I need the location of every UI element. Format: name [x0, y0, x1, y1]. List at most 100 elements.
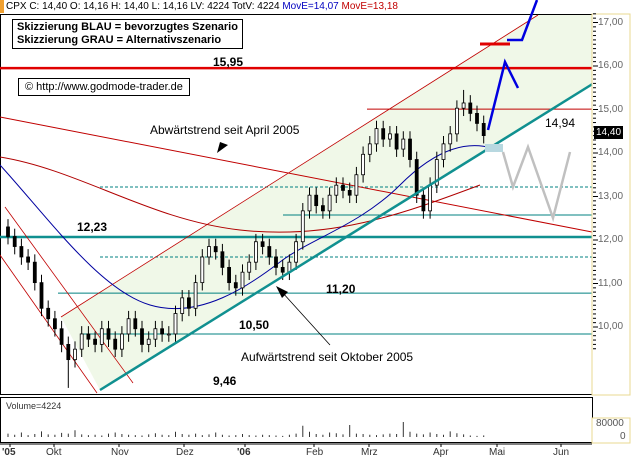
- volume-tick-max: 80000: [596, 418, 624, 429]
- candle-body: [26, 256, 31, 263]
- blue-scenario-path-upper: [507, 0, 539, 42]
- level-label-12-23: 12,23: [77, 220, 108, 234]
- candle: [79, 326, 84, 358]
- candle-body: [59, 328, 64, 345]
- header-marker: [0, 0, 4, 13]
- uptrend-annotation: Aufwärtstrend seit Oktober 2005: [241, 350, 414, 364]
- candle: [441, 136, 446, 168]
- candle: [233, 274, 238, 296]
- x-tick-label: Mrz: [361, 447, 378, 458]
- candle: [361, 146, 366, 183]
- candle: [374, 120, 379, 152]
- candle-body: [46, 307, 51, 320]
- candle: [227, 259, 232, 291]
- candle: [274, 249, 278, 276]
- candle-body: [6, 226, 10, 237]
- candle-body: [200, 256, 205, 284]
- candle-body: [327, 194, 332, 212]
- candle-body: [153, 328, 158, 340]
- candle: [401, 131, 406, 157]
- candle: [381, 120, 386, 147]
- candle-body: [220, 251, 225, 268]
- x-tick-label: Dez: [176, 447, 194, 458]
- candle-body: [146, 338, 151, 345]
- candle-body: [300, 210, 305, 243]
- x-tick-label: Feb: [306, 447, 324, 458]
- up-channel-upper: [60, 14, 539, 318]
- uptrend-pointer-line: [281, 291, 331, 346]
- candle: [193, 274, 198, 317]
- candle: [86, 326, 91, 348]
- level-label-9-46: 9,46: [213, 374, 237, 388]
- candle-body: [448, 133, 453, 145]
- candle: [126, 310, 131, 342]
- candle-body: [233, 282, 238, 289]
- last-price-marker: 14,40: [594, 126, 624, 139]
- candle-body: [274, 256, 278, 268]
- ma-slow-value: MovE=13,18: [341, 1, 398, 12]
- candle-body: [428, 184, 433, 212]
- blue-scenario-path: [486, 58, 520, 131]
- x-tick-label: Jun: [553, 447, 570, 458]
- candle: [481, 115, 486, 144]
- candle: [448, 126, 453, 152]
- x-tick-label: Apr: [433, 447, 449, 458]
- moving-average-fast: [0, 145, 493, 310]
- candle-body: [79, 333, 84, 350]
- candle: [213, 238, 218, 260]
- candle: [394, 126, 399, 157]
- candle: [220, 243, 225, 276]
- candle: [247, 254, 252, 281]
- candle-body: [166, 333, 171, 336]
- candle-body: [341, 184, 345, 191]
- candle-body: [421, 194, 426, 212]
- alternative-scenario-marker: [485, 144, 503, 152]
- ma-fast-value: MovE=14,07: [282, 1, 339, 12]
- candle: [53, 310, 57, 337]
- legend-blue: Skizzierung BLAU = bevorzugtes Szenario: [17, 21, 238, 33]
- candle-body: [180, 297, 185, 314]
- candle: [314, 187, 319, 214]
- candle-body: [367, 143, 372, 155]
- candle-body: [207, 246, 211, 258]
- candle-body: [12, 236, 17, 247]
- candle-body: [247, 261, 252, 273]
- candle: [387, 126, 392, 147]
- candle: [173, 305, 178, 342]
- candle: [475, 105, 479, 132]
- candle: [240, 264, 245, 296]
- candle: [180, 290, 185, 322]
- candle: [461, 89, 466, 117]
- candle-body: [32, 261, 37, 284]
- candle-body: [354, 174, 359, 196]
- candlesticks: [6, 89, 486, 388]
- candle-body: [213, 246, 218, 253]
- candle-body: [481, 123, 486, 136]
- candle-body: [126, 318, 131, 335]
- candle: [253, 233, 258, 271]
- candle-body: [86, 333, 91, 340]
- candle: [39, 274, 44, 317]
- candle: [186, 290, 191, 317]
- candle: [334, 177, 339, 204]
- candle-body: [267, 246, 272, 258]
- candle: [327, 187, 332, 219]
- candle-body: [260, 241, 265, 247]
- candle: [347, 182, 352, 204]
- candle-body: [53, 318, 57, 330]
- candle: [6, 219, 10, 245]
- candle-body: [193, 282, 198, 309]
- candle-body: [93, 338, 97, 345]
- candle-body: [461, 102, 466, 109]
- volume-bars: [7, 422, 485, 437]
- y-tick-label: 14,00: [598, 147, 624, 158]
- candle-body: [314, 194, 319, 207]
- candle: [166, 326, 171, 342]
- candle-body: [253, 241, 258, 263]
- volume-axis: [591, 417, 631, 444]
- candle-body: [19, 246, 24, 258]
- volume-tick-zero: 0: [620, 431, 626, 442]
- moving-average-slow: [0, 156, 481, 233]
- candle: [468, 95, 473, 122]
